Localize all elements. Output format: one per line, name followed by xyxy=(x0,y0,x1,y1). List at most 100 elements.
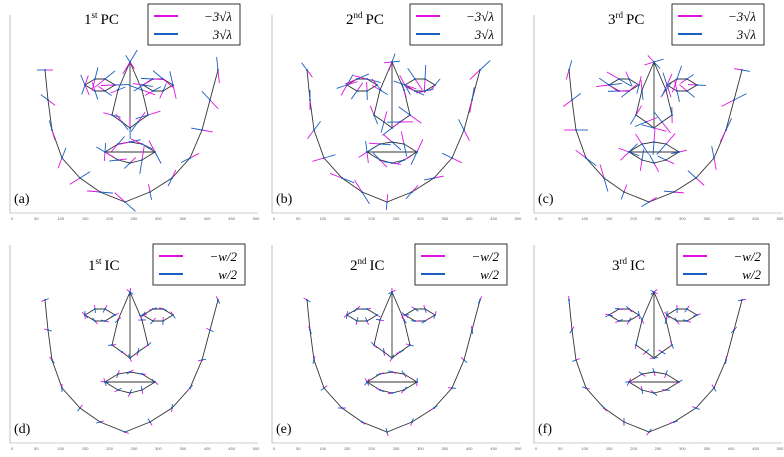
vector-plus xyxy=(653,111,662,122)
vector-minus xyxy=(563,100,572,107)
landmark xyxy=(391,392,393,394)
vector-minus xyxy=(666,133,675,144)
landmark xyxy=(137,121,139,123)
landmark xyxy=(409,114,411,116)
vector-plus xyxy=(140,160,142,174)
left-eye xyxy=(609,309,639,321)
landmark xyxy=(571,99,573,101)
vector-minus xyxy=(143,79,152,85)
x-tick-label: 250 xyxy=(655,446,662,451)
landmark xyxy=(641,159,643,161)
vector-minus xyxy=(635,134,642,144)
landmark xyxy=(141,143,143,145)
x-tick-label: 450 xyxy=(490,446,497,451)
landmark xyxy=(149,191,151,193)
vector-plus xyxy=(621,91,629,97)
vector-plus xyxy=(586,158,596,166)
landmark xyxy=(653,141,655,143)
vector-plus xyxy=(105,91,112,96)
landmark xyxy=(111,114,113,116)
x-tick-label: 100 xyxy=(581,216,588,221)
x-tick-label: 350 xyxy=(441,446,448,451)
landmark xyxy=(635,344,637,346)
landmark xyxy=(129,291,131,293)
landmark xyxy=(117,143,119,145)
face-shape xyxy=(45,292,218,432)
vector-plus xyxy=(621,192,624,199)
title-suffix: rd xyxy=(620,256,628,266)
landmark xyxy=(141,373,143,375)
legend-entry: −w/2 xyxy=(209,249,237,264)
title-kind: IC xyxy=(630,258,645,274)
landmark xyxy=(424,78,426,80)
figure: 0501001502002503003504004505001stPC−3√λ3… xyxy=(0,0,784,457)
vector-minus xyxy=(48,100,55,105)
vector-minus xyxy=(384,111,387,122)
vector-plus xyxy=(480,60,490,70)
vector-plus xyxy=(105,71,115,79)
vector-plus xyxy=(41,95,48,100)
title-suffix: st xyxy=(92,10,99,20)
panel-label: (a) xyxy=(14,192,30,207)
landmark xyxy=(104,78,106,80)
landmark xyxy=(141,389,143,391)
landmark xyxy=(129,371,131,373)
legend-entry: w/2 xyxy=(218,267,237,282)
landmark xyxy=(411,421,413,423)
landmark xyxy=(152,78,154,80)
vector-minus xyxy=(619,148,629,152)
vector-minus xyxy=(359,152,367,157)
landmark xyxy=(676,78,678,80)
x-tick-label: 350 xyxy=(703,446,710,451)
landmark xyxy=(142,84,144,86)
vector-minus xyxy=(115,193,125,202)
landmark xyxy=(695,407,697,409)
landmark xyxy=(653,127,655,129)
landmark xyxy=(117,373,119,375)
vector-plus xyxy=(351,91,357,99)
landmark xyxy=(341,177,343,179)
vector-minus xyxy=(142,146,144,160)
landmark xyxy=(94,78,96,80)
face-outline xyxy=(307,300,480,432)
vector-plus xyxy=(126,55,130,62)
landmark xyxy=(638,84,640,86)
vector-minus xyxy=(383,134,392,142)
landmark xyxy=(94,320,96,322)
panel: 0501001502002503003504004505002ndPC−3√λ3… xyxy=(272,4,522,221)
legend-entry: 3√λ xyxy=(212,27,233,42)
vector-plus xyxy=(109,160,118,161)
vector-plus xyxy=(95,67,98,79)
landmark xyxy=(379,319,381,321)
vector-plus xyxy=(654,62,660,69)
landmark xyxy=(653,162,655,164)
face-outline xyxy=(45,300,218,432)
vector-minus xyxy=(417,139,423,152)
landmark xyxy=(149,421,151,423)
landmark xyxy=(733,329,735,331)
vector-minus xyxy=(679,85,687,91)
landmark xyxy=(323,387,325,389)
x-tick-label: 150 xyxy=(606,446,613,451)
landmark xyxy=(313,359,315,361)
landmark xyxy=(645,351,647,353)
landmark xyxy=(725,129,727,131)
vector-minus xyxy=(404,156,411,160)
landmark xyxy=(171,177,173,179)
landmark xyxy=(665,319,667,321)
x-tick-label: 350 xyxy=(703,216,710,221)
landmark xyxy=(47,329,49,331)
vector-minus xyxy=(679,150,687,152)
panel: 0501001502002503003504004505001stIC−w/2w… xyxy=(10,244,260,451)
x-tick-label: 50 xyxy=(34,216,39,221)
vector-minus xyxy=(111,90,118,93)
landmark xyxy=(671,344,673,346)
landmark xyxy=(154,381,156,383)
landmark xyxy=(356,308,358,310)
landmark xyxy=(695,177,697,179)
x-tick-label: 300 xyxy=(155,216,162,221)
landmark xyxy=(411,191,413,193)
x-tick-label: 200 xyxy=(368,446,375,451)
landmark xyxy=(379,373,381,375)
vector-minus xyxy=(372,79,377,85)
